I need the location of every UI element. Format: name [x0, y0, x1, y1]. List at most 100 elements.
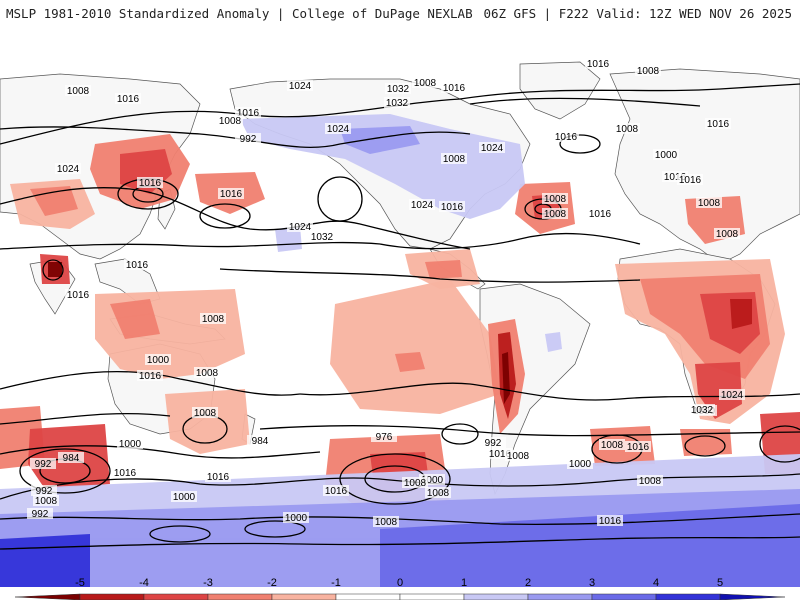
isobar-label: 1016 — [589, 209, 612, 220]
isobar-label: 984 — [63, 453, 80, 464]
isobar-label-bg — [505, 450, 531, 461]
isobar-label: 1016 — [67, 290, 90, 301]
isobar-label: 1008 — [639, 476, 662, 487]
isobar-label-bg — [323, 485, 349, 496]
legend-tick-label: -1 — [331, 577, 341, 589]
legend-swatch — [399, 593, 465, 601]
isobar-label-bg — [599, 439, 625, 450]
isobar-label: 1000 — [147, 355, 170, 366]
isobar-label-bg — [33, 495, 59, 506]
fill-china-neg2 — [30, 186, 78, 216]
isobar-label-bg — [425, 487, 451, 498]
isobar-label: 1008 — [616, 124, 639, 135]
isobar-label-bg — [585, 58, 611, 69]
isobar-label: 1024 — [481, 143, 504, 154]
isobar-label: 1032 — [387, 84, 410, 95]
isobar — [0, 83, 800, 145]
isobar-label-bg — [653, 149, 679, 160]
legend-swatch — [143, 593, 209, 601]
isobar-label-bg — [287, 80, 313, 91]
isobar — [0, 241, 381, 250]
isobar-label: 1016 — [441, 202, 464, 213]
isobar-label: 1016 — [237, 108, 260, 119]
isobar-label-bg — [27, 508, 53, 519]
legend-tick-label: -3 — [203, 577, 213, 589]
isobar-label-bg — [705, 118, 731, 129]
isobar-label: 984 — [252, 436, 269, 447]
fill-atlantic-pos1 — [545, 332, 562, 352]
isobar-label-bg — [65, 85, 91, 96]
map-title: MSLP 1981-2010 Standardized Anomaly | Co… — [6, 6, 473, 21]
legend-tick-label: 1 — [461, 577, 467, 589]
isobar-label-bg — [597, 515, 623, 526]
isobar-label: 1016 — [207, 472, 230, 483]
legend-tick-label: -5 — [75, 577, 85, 589]
isobar-label: 992 — [32, 509, 49, 520]
anomaly-fills — [0, 114, 800, 587]
isobar-label-bg — [384, 97, 410, 108]
anomaly-color-legend: -5 -4 -3 -2 -1 0 1 2 3 4 5 — [0, 572, 800, 601]
isobar-label-bg — [247, 435, 273, 446]
isobar — [0, 370, 301, 396]
isobar-label: 992 — [36, 486, 53, 497]
fill-pacific-neg2 — [395, 352, 425, 372]
isobar-label: 1016 — [126, 260, 149, 271]
isobar-label: 1024 — [721, 390, 744, 401]
fill-sindian-east-neg2 — [680, 429, 732, 456]
isobar-label: 1008 — [35, 496, 58, 507]
isobar-label: 1008 — [194, 408, 217, 419]
legend-swatch — [207, 593, 273, 601]
isobar — [0, 412, 171, 425]
isobar-label-bg — [385, 83, 411, 94]
isobar-label-bg — [309, 231, 335, 242]
legend-arrow-left — [14, 593, 81, 601]
isobar-label-bg — [325, 123, 351, 134]
isobar-label: 1032 — [311, 232, 334, 243]
isobar-label: 1016 — [325, 486, 348, 497]
legend-tick-labels: -5 -4 -3 -2 -1 0 1 2 3 4 5 — [75, 577, 723, 589]
isobar-label: 1016 — [139, 371, 162, 382]
isobar-label: 1032 — [386, 98, 409, 109]
isobar-label: 1008 — [202, 314, 225, 325]
isobar-closed — [559, 134, 601, 154]
isobar-label-bg — [145, 354, 171, 365]
isobar-label: 992 — [485, 438, 502, 449]
isobar-label-bg — [171, 491, 197, 502]
isobar-label-bg — [719, 389, 745, 400]
isobar-label-bg — [553, 131, 579, 142]
isobar-label-bg — [192, 407, 218, 418]
isobar-label-bg — [117, 438, 143, 449]
isobar-label-bg — [112, 467, 138, 478]
isobar-label: 992 — [35, 459, 52, 470]
isobar-label: 976 — [376, 432, 393, 443]
fill-india-neg5 — [48, 262, 62, 277]
isobar-label-bg — [137, 370, 163, 381]
isobar-closed — [339, 453, 451, 505]
fill-australia-neg1 — [165, 389, 250, 454]
isobar-label-bg — [412, 77, 438, 88]
legend-swatch — [79, 593, 145, 601]
isobar-label-bg — [65, 289, 91, 300]
legend-swatch — [463, 593, 529, 601]
isobar — [379, 232, 641, 250]
isobar-closed — [19, 448, 111, 494]
isobar-label-bg — [205, 471, 231, 482]
fill-antarctic-pos3 — [380, 504, 800, 587]
anomaly-map: 1008 1016 1024 1032 1008 1016 1016 1008 1032 1024… — [0, 34, 800, 587]
isobar-closed — [759, 425, 800, 463]
isobar-label-bg — [696, 197, 722, 208]
isobar-label-bg — [115, 93, 141, 104]
isobar-closed — [149, 525, 211, 543]
isobar-label-bg — [283, 512, 309, 523]
isobar-label-bg — [194, 367, 220, 378]
isobar-label: 1024 — [289, 222, 312, 233]
isobar-label-bg — [419, 474, 445, 485]
fill-pacific-neg1 — [330, 279, 500, 414]
isobar-label-bg — [714, 228, 740, 239]
isobar-label: 1008 — [67, 86, 90, 97]
isobar-label-bg — [637, 475, 663, 486]
isobar-label: 1016 — [220, 189, 243, 200]
isobar-label: 1008 — [414, 78, 437, 89]
isobar-label-bg — [587, 208, 613, 219]
